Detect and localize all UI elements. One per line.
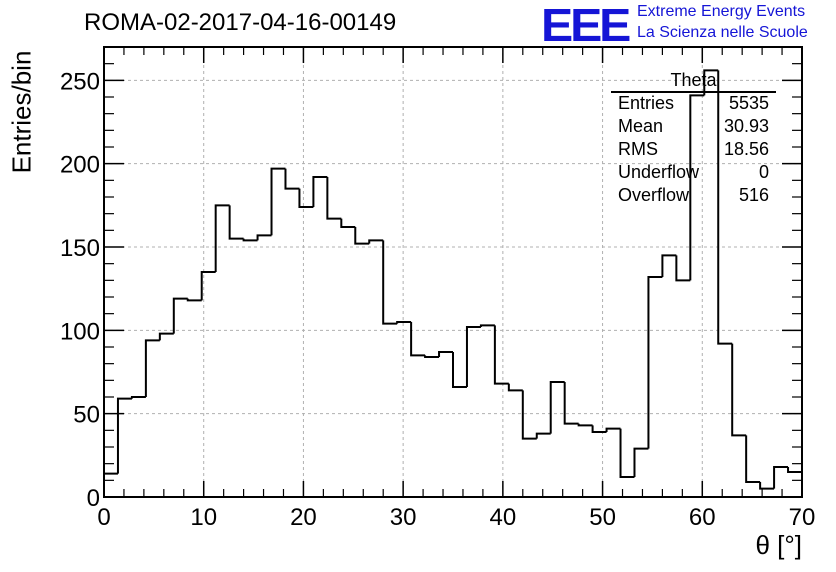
- histogram-bin: [619, 428, 635, 478]
- histogram-bin: [717, 70, 733, 345]
- histogram-bin: [549, 381, 565, 434]
- eee-logo: EEE: [541, 0, 631, 51]
- stats-value: 0: [758, 162, 769, 182]
- histogram-bin: [186, 298, 202, 302]
- y-tick-label: 250: [60, 68, 100, 95]
- histogram-bin: [382, 240, 398, 325]
- x-tick-label: 10: [190, 504, 217, 531]
- logo-caption-line1: Extreme Energy Events: [637, 3, 806, 20]
- histogram-bin: [116, 397, 132, 474]
- histogram-bin: [703, 69, 719, 96]
- plot-border: [103, 46, 803, 498]
- histogram-bin: [200, 271, 216, 301]
- stats-row-entries: Entries 5535: [618, 92, 769, 115]
- axis-ticks: [103, 46, 803, 498]
- x-tick-label: 70: [789, 504, 816, 531]
- histogram-bin: [424, 355, 440, 358]
- histogram-bin: [759, 482, 775, 490]
- histogram-bin: [521, 390, 537, 440]
- histogram-bin: [312, 176, 328, 207]
- y-tick-label: 200: [60, 152, 100, 179]
- histogram-bin: [144, 339, 160, 397]
- y-tick-label: 100: [60, 318, 100, 345]
- histogram-bin: [298, 188, 314, 208]
- plot-frame: [103, 46, 803, 498]
- histogram-bin: [787, 467, 802, 473]
- stats-value: 30.93: [723, 116, 769, 136]
- stats-row-underflow: Underflow 0: [618, 161, 769, 184]
- histogram-bin: [242, 238, 258, 242]
- histogram-bin: [591, 425, 607, 433]
- histogram-bin: [493, 325, 509, 385]
- histogram-bin: [633, 447, 649, 477]
- stats-value: 18.56: [723, 139, 769, 159]
- histogram-bin: [284, 168, 300, 190]
- histogram-bin: [563, 382, 579, 425]
- stats-row-mean: Mean 30.93: [618, 115, 769, 138]
- x-tick-label: 40: [490, 504, 517, 531]
- x-tick-label: 50: [589, 504, 616, 531]
- histogram-bin: [745, 435, 761, 483]
- stats-key: Mean: [618, 116, 664, 136]
- y-tick-label: 150: [60, 235, 100, 262]
- histogram-bin: [452, 352, 467, 388]
- histogram-bin: [465, 326, 481, 387]
- histogram-bin: [368, 239, 384, 244]
- histogram-bin: [103, 472, 118, 497]
- y-tick-label: 50: [73, 402, 100, 429]
- histogram-bin: [507, 383, 523, 392]
- histogram-bin: [410, 322, 426, 357]
- grid-lines: [104, 47, 802, 497]
- histogram-bin: [270, 167, 286, 236]
- histogram-bin: [256, 234, 272, 241]
- histogram-bin: [158, 332, 174, 341]
- histogram-bin: [326, 177, 342, 220]
- histogram-bin: [354, 227, 370, 245]
- histogram-bin: [172, 297, 188, 334]
- histogram-bin: [689, 94, 705, 281]
- stats-value: 516: [738, 185, 769, 205]
- histogram-bin: [214, 204, 230, 272]
- x-tick-label: 60: [689, 504, 716, 531]
- axis-tick-labels: 0 10 20 30 40 50 60 70 0 50 100 150 200 250: [60, 68, 815, 531]
- histogram-bin: [647, 276, 663, 449]
- statistics-box: Theta Entries 5535 Mean 30.93 RMS 18.56 …: [611, 69, 776, 209]
- stats-row-rms: RMS 18.56: [618, 138, 769, 161]
- histogram-bin: [340, 218, 356, 228]
- x-tick-label: 0: [97, 504, 110, 531]
- histogram-bin: [535, 432, 551, 439]
- y-axis-label: Entries/bin: [6, 50, 37, 174]
- histogram-bin: [731, 343, 747, 437]
- stats-key: Entries: [618, 93, 675, 113]
- x-axis-label: θ [°]: [755, 530, 802, 560]
- stats-key: Overflow: [618, 185, 690, 205]
- histogram-bin: [396, 321, 412, 324]
- stats-title: Theta: [611, 69, 776, 93]
- histogram-bin: [675, 255, 691, 282]
- stats-value: 5535: [728, 93, 769, 113]
- histogram-bin: [228, 205, 244, 240]
- logo-caption-line2: La Scienza nelle Scuole: [637, 24, 808, 41]
- histogram-bin: [661, 254, 677, 277]
- stats-key: Underflow: [618, 162, 700, 182]
- histogram-bin: [438, 351, 453, 357]
- x-tick-label: 30: [390, 504, 417, 531]
- histogram-bars: [103, 69, 802, 497]
- stats-row-overflow: Overflow 516: [618, 184, 769, 207]
- histogram-bin: [605, 427, 621, 432]
- histogram-bin: [130, 396, 146, 399]
- histogram-bin: [773, 466, 789, 489]
- x-tick-label: 20: [290, 504, 317, 531]
- y-tick-label: 0: [87, 485, 100, 512]
- histogram-bin: [479, 324, 495, 327]
- histogram-bin: [577, 423, 593, 427]
- chart-title: ROMA-02-2017-04-16-00149: [84, 9, 397, 36]
- stats-key: RMS: [618, 139, 658, 159]
